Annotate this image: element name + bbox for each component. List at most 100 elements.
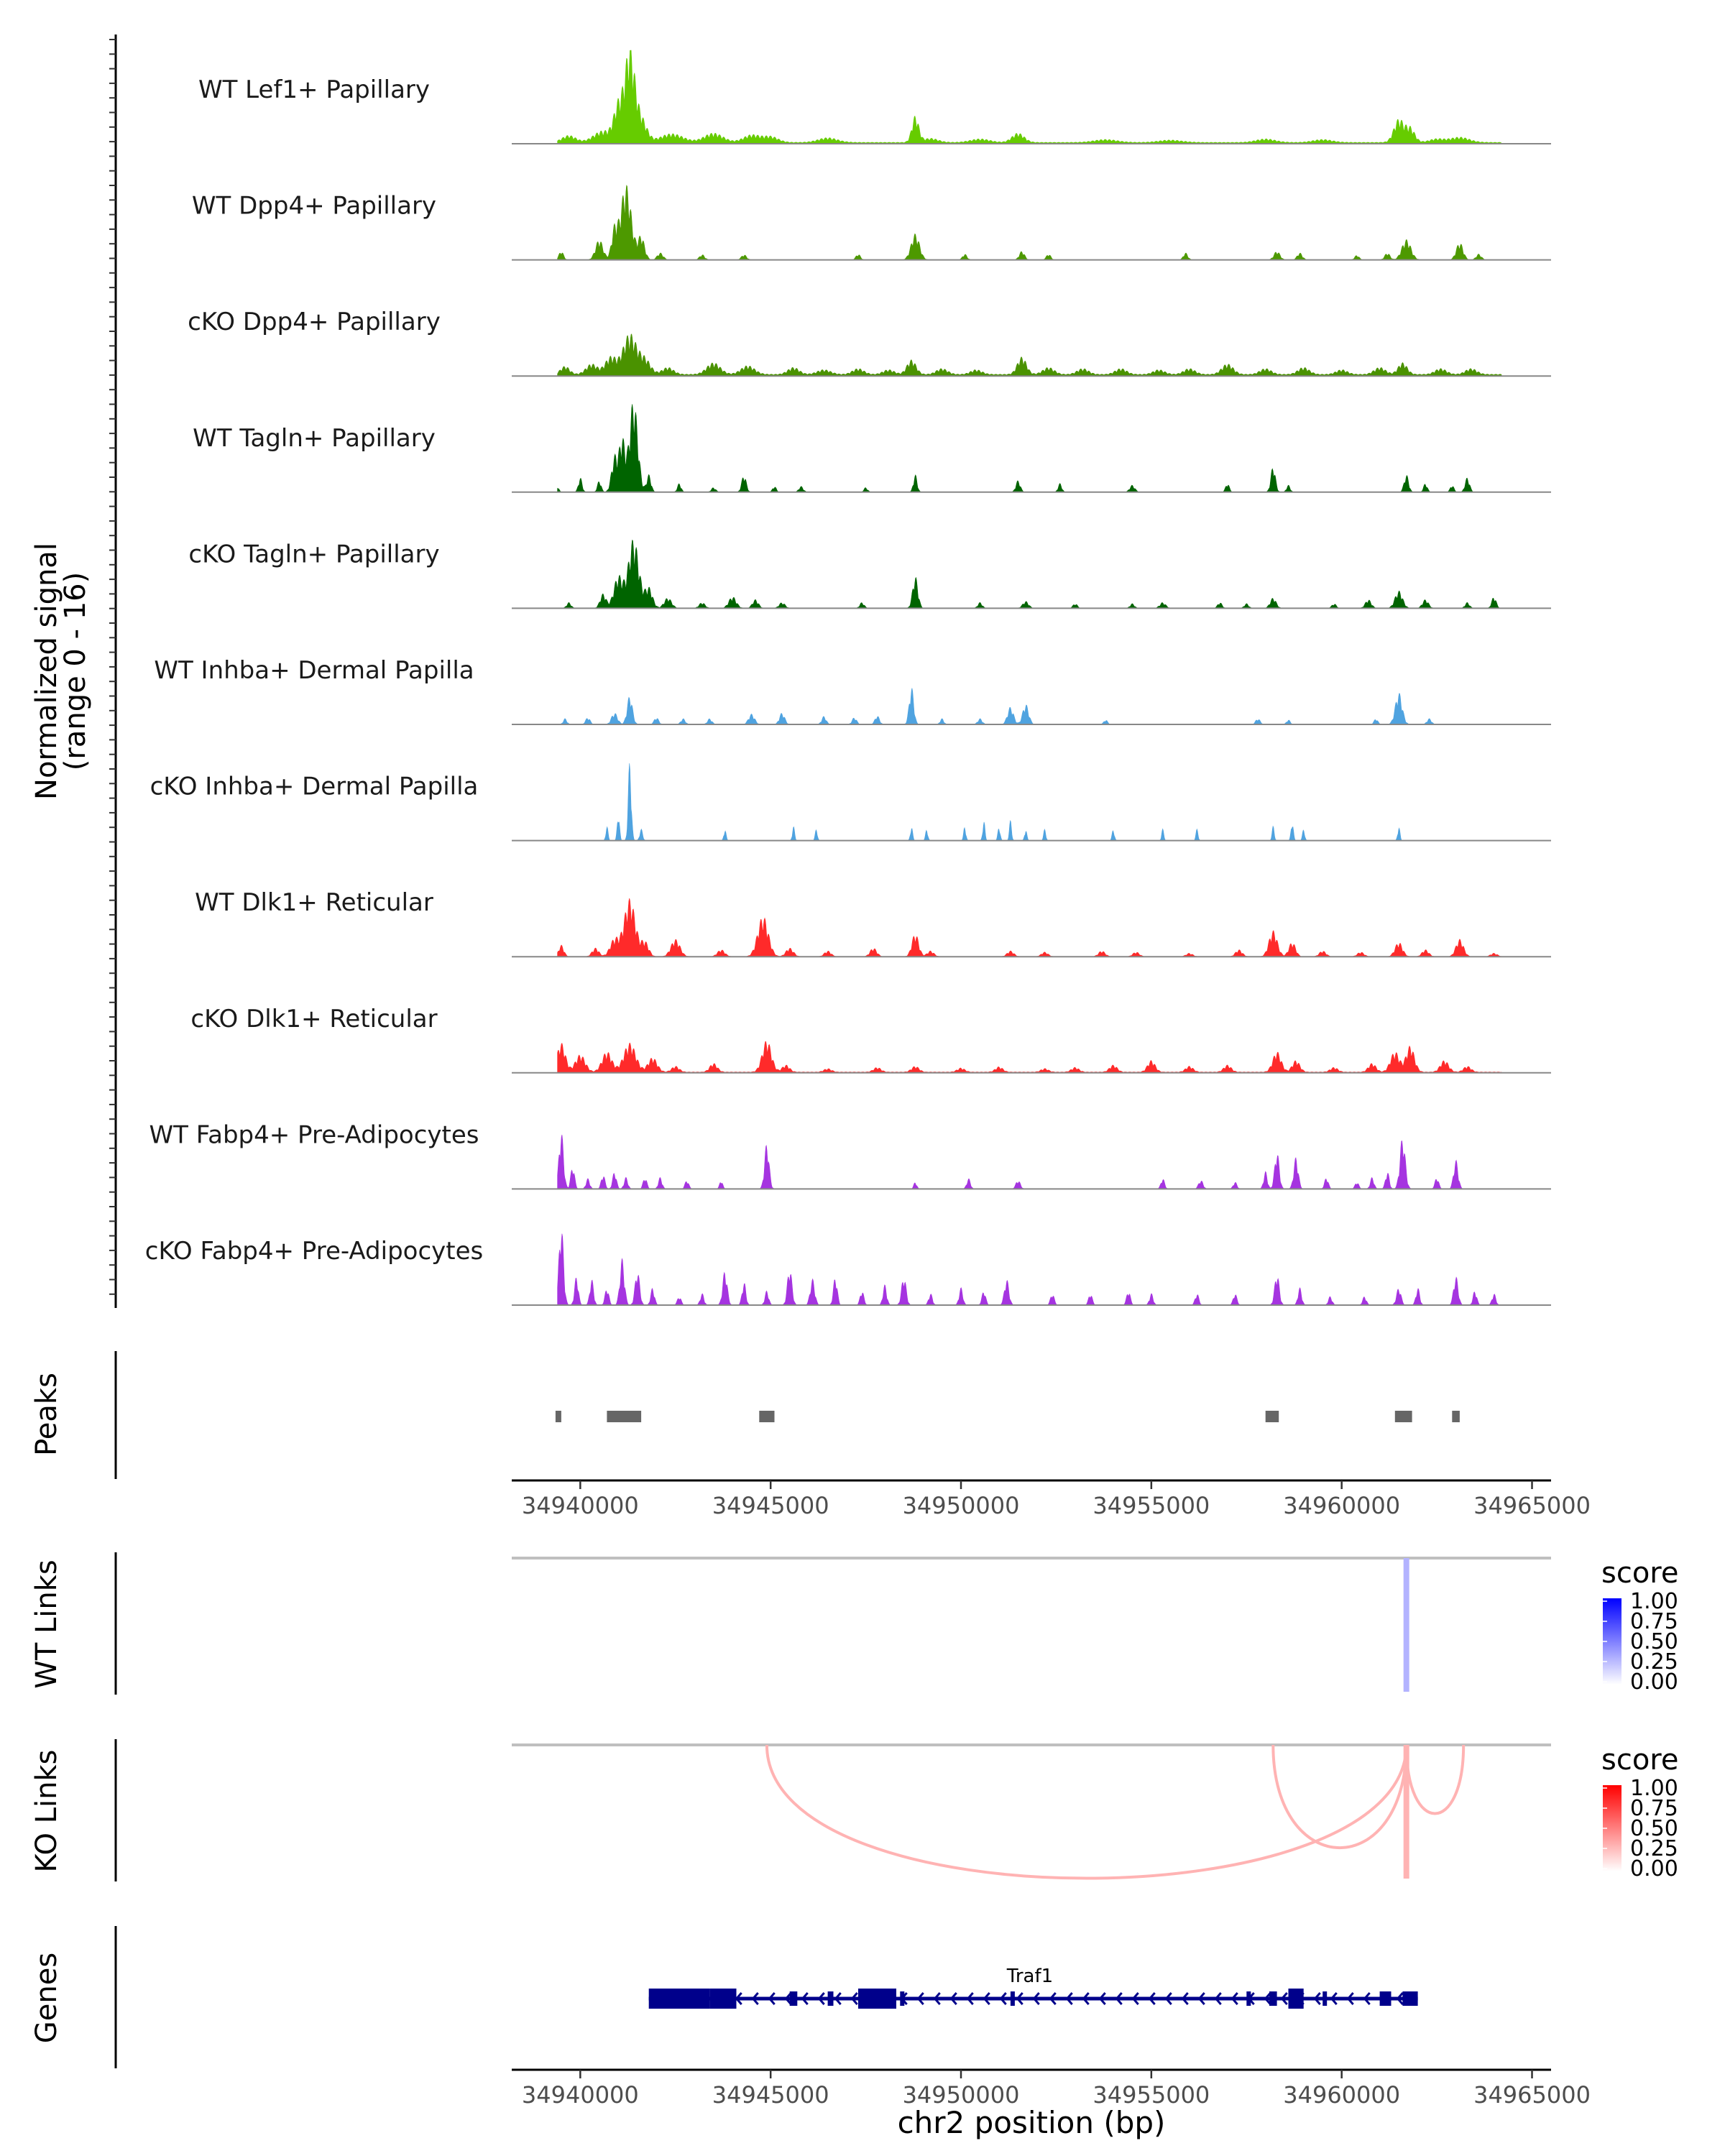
coverage-y-ticks — [109, 39, 116, 1295]
coverage-area — [557, 1134, 1502, 1189]
strand-arrow — [1181, 1992, 1189, 2005]
track-label: cKO Dpp4+ Papillary — [188, 308, 441, 336]
strand-arrow — [933, 1992, 941, 2005]
x-tick-label: 34950000 — [903, 2081, 1020, 2109]
strand-arrow — [916, 1992, 924, 2005]
coverage-area — [557, 50, 1502, 144]
coverage-area — [557, 404, 1502, 493]
strand-arrow — [1330, 1992, 1338, 2005]
legend-title: score — [1601, 1557, 1678, 1590]
gene-exon — [789, 1991, 798, 2006]
gene-exon — [1269, 1991, 1277, 2006]
coverage-area — [557, 763, 1502, 841]
gene-exon — [709, 1989, 737, 2009]
wt-links-track — [1403, 1558, 1409, 1692]
gene-exon — [648, 1989, 710, 2009]
x-tick-label: 34960000 — [1283, 2081, 1400, 2109]
gene-exon — [1246, 1991, 1251, 2006]
strand-arrow — [1032, 1992, 1040, 2005]
x-tick-label: 34940000 — [522, 2081, 639, 2109]
x-tick-label: 34940000 — [522, 1492, 639, 1519]
strand-arrow — [1049, 1992, 1057, 2005]
track-wt-dpp4-papillary: WT Dpp4+ Papillary — [192, 185, 1551, 261]
x-tick-label: 34945000 — [712, 2081, 829, 2109]
link-arc — [1403, 1745, 1409, 1879]
track-label: WT Dlk1+ Reticular — [195, 888, 433, 917]
gene-name: Traf1 — [1006, 1966, 1053, 1987]
strand-arrow — [1164, 1992, 1172, 2005]
legend-tick-label: 0.25 — [1630, 1649, 1678, 1674]
peaks-track — [555, 1411, 1460, 1422]
track-cko-fabp4-pre-adipocytes: cKO Fabp4+ Pre-Adipocytes — [145, 1233, 1551, 1306]
coverage-area — [557, 688, 1502, 725]
strand-arrow — [1065, 1992, 1073, 2005]
gene-exon — [1402, 1991, 1418, 2006]
coverage-y-label: Normalized signal — [30, 543, 63, 800]
ko-links-track — [765, 1744, 1466, 1880]
strand-arrow — [949, 1992, 957, 2005]
strand-arrow — [735, 1992, 742, 2005]
x-tick-label: 34965000 — [1473, 1492, 1591, 1519]
link-arc — [765, 1744, 1408, 1880]
legend-tick-label: 0.50 — [1630, 1816, 1678, 1841]
strand-arrow — [1197, 1992, 1205, 2005]
peak-region — [607, 1411, 642, 1422]
gene-exon — [1379, 1991, 1392, 2006]
track-label: cKO Fabp4+ Pre-Adipocytes — [145, 1237, 484, 1266]
x-tick-label: 34955000 — [1092, 2081, 1210, 2109]
strand-arrow — [784, 1992, 792, 2005]
gene-exon — [827, 1991, 834, 2006]
x-tick-label: 34945000 — [712, 1492, 829, 1519]
gene-exon — [858, 1989, 896, 2009]
coverage-area — [557, 185, 1502, 260]
peak-region — [1452, 1411, 1460, 1422]
gene-exon — [1288, 1989, 1304, 2009]
x-axis-title: chr2 position (bp) — [898, 2105, 1166, 2140]
track-cko-dpp4-papillary: cKO Dpp4+ Papillary — [188, 308, 1551, 377]
gene-exon — [1322, 1991, 1328, 2006]
track-cko-inhba-dermal-papilla: cKO Inhba+ Dermal Papilla — [150, 763, 1551, 842]
x-tick-label: 34955000 — [1092, 1492, 1210, 1519]
strand-arrow — [801, 1992, 809, 2005]
coverage-area — [557, 898, 1502, 957]
genes-x-axis-ticks: 34940000 34945000 34950000 34955000 34960000… — [522, 2070, 1591, 2109]
strand-arrow — [1016, 1992, 1024, 2005]
strand-arrow — [966, 1992, 974, 2005]
legend-tick-label: 1.00 — [1630, 1589, 1678, 1614]
legend-tick-label: 0.50 — [1630, 1629, 1678, 1654]
strand-arrow — [1148, 1992, 1156, 2005]
strand-arrow — [1280, 1992, 1288, 2005]
coverage-area — [557, 1233, 1502, 1306]
x-tick-label: 34960000 — [1283, 1492, 1400, 1519]
track-cko-dlk1-reticular: cKO Dlk1+ Reticular — [190, 1005, 1551, 1074]
track-label: WT Dpp4+ Papillary — [192, 192, 436, 221]
link-arc — [1403, 1558, 1409, 1692]
track-wt-tagln-papillary: WT Tagln+ Papillary — [193, 404, 1551, 493]
coverage-area — [557, 540, 1502, 609]
peak-region — [1265, 1411, 1279, 1422]
strand-arrow — [1115, 1992, 1123, 2005]
strand-arrow — [1396, 1992, 1404, 2005]
peaks-x-axis-ticks: 34940000 34945000 34950000 34955000 34960000… — [522, 1480, 1591, 1519]
coverage-panel: WT Lef1+ Papillary WT Dpp4+ Papillary cKO … — [145, 50, 1551, 1306]
track-label: WT Tagln+ Papillary — [193, 424, 436, 453]
gene-exon — [1010, 1991, 1015, 2006]
track-label: cKO Dlk1+ Reticular — [190, 1005, 437, 1033]
gene-exon — [900, 1991, 905, 2006]
x-tick-label: 34950000 — [903, 1492, 1020, 1519]
ko-links-label: KO Links — [30, 1750, 63, 1873]
coverage-area — [557, 1041, 1502, 1074]
track-wt-dlk1-reticular: WT Dlk1+ Reticular — [195, 888, 1551, 958]
legend-title: score — [1601, 1743, 1678, 1777]
strand-arrow — [834, 1992, 842, 2005]
strand-arrow — [1363, 1992, 1371, 2005]
link-arc — [1271, 1744, 1408, 1850]
genes-label: Genes — [30, 1953, 63, 2043]
wt-links-label: WT Links — [30, 1560, 63, 1688]
track-wt-lef1-papillary: WT Lef1+ Papillary — [198, 50, 1551, 144]
link-arc — [1404, 1744, 1466, 1815]
strand-arrow — [1264, 1992, 1271, 2005]
strand-arrow — [1098, 1992, 1106, 2005]
strand-arrow — [768, 1992, 776, 2005]
